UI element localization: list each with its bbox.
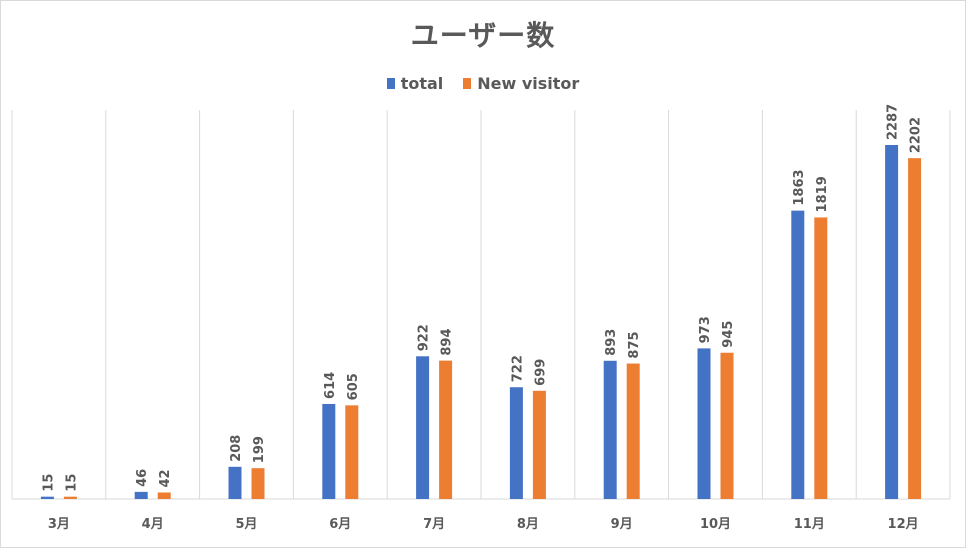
data-label: 893: [604, 329, 619, 356]
data-label: 1819: [815, 176, 830, 212]
data-label: 922: [417, 324, 432, 351]
legend-label-new-visitor: New visitor: [477, 74, 580, 93]
data-label: 42: [158, 469, 173, 487]
bar-new-visitor: [908, 158, 922, 499]
data-label: 699: [533, 359, 548, 386]
data-label: 614: [323, 372, 338, 399]
x-tick-label: 7月: [423, 517, 445, 532]
bar-new-visitor: [814, 217, 828, 500]
x-tick-label: 10月: [700, 517, 731, 532]
legend-label-total: total: [400, 74, 444, 93]
bar-new-visitor: [345, 405, 359, 499]
bar-total: [40, 496, 54, 499]
bar-total: [697, 348, 711, 499]
bar-total: [509, 387, 523, 499]
x-tick-label: 5月: [235, 517, 257, 532]
data-label: 15: [64, 474, 79, 492]
x-tick-label: 3月: [48, 517, 70, 532]
x-tick-label: 11月: [794, 517, 825, 532]
bar-total: [228, 466, 242, 499]
data-label: 722: [510, 355, 525, 382]
data-label: 945: [721, 321, 736, 348]
legend-swatch-total: [386, 78, 395, 89]
data-label: 199: [252, 436, 267, 463]
x-tick-label: 6月: [329, 517, 351, 532]
data-label: 1863: [792, 169, 807, 205]
data-label: 605: [346, 373, 361, 400]
bar-new-visitor: [251, 468, 265, 499]
data-label: 2287: [886, 104, 901, 140]
bar-total: [416, 356, 430, 499]
bar-new-visitor: [439, 360, 453, 499]
bar-total: [791, 210, 805, 500]
bar-new-visitor: [532, 390, 546, 499]
x-tick-label: 12月: [888, 517, 919, 532]
bar-new-visitor: [626, 363, 640, 499]
data-label: 15: [41, 474, 56, 492]
legend-swatch-new-visitor: [463, 78, 472, 89]
bar-total: [134, 491, 148, 499]
bar-total: [885, 145, 899, 499]
data-label: 894: [440, 328, 455, 355]
x-tick-label: 8月: [517, 517, 539, 532]
bar-total: [322, 403, 336, 499]
legend: total New visitor: [0, 74, 966, 93]
legend-item-total: total: [386, 74, 444, 93]
data-label: 46: [135, 469, 150, 487]
data-label: 2202: [909, 117, 924, 153]
bar-total: [603, 360, 617, 499]
data-label: 973: [698, 316, 713, 343]
data-label: 875: [627, 331, 642, 358]
chart-title: ユーザー数: [410, 19, 556, 52]
bar-new-visitor: [157, 492, 171, 499]
bar-new-visitor: [720, 352, 734, 499]
x-tick-label: 9月: [611, 517, 633, 532]
bar-new-visitor: [63, 496, 77, 499]
legend-item-new-visitor: New visitor: [463, 74, 579, 93]
data-label: 208: [229, 435, 244, 462]
x-tick-label: 4月: [142, 517, 164, 532]
